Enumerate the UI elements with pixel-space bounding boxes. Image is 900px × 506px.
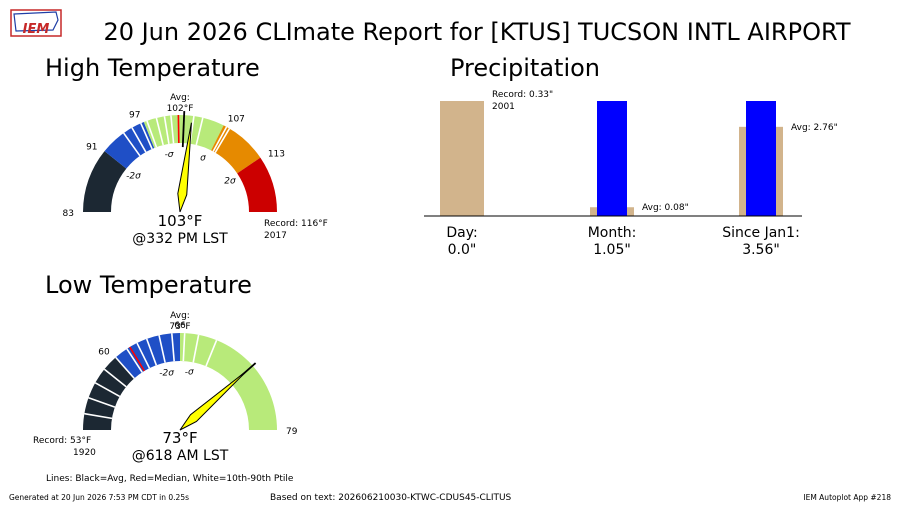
iowa-outline-icon <box>13 11 59 32</box>
low-ptile-line-2 <box>94 382 121 398</box>
low-sigma-label: -2σ <box>159 369 174 379</box>
logo-text: IEM <box>23 22 50 37</box>
high-ptile-line-0 <box>123 132 141 157</box>
footer-app: IEM Autoplot App #218 <box>803 493 891 502</box>
high-avg-line <box>181 111 186 148</box>
high-ptile-line-9 <box>212 126 228 152</box>
low-ptile-line-6 <box>136 342 151 369</box>
low-temp-record: Record: 53°F <box>33 436 91 446</box>
low-tick-label: 60 <box>98 348 110 358</box>
high-temp-needle <box>177 122 192 213</box>
high-ptile-line-5 <box>163 116 170 145</box>
precip-group-value-0: 0.0" <box>448 242 477 258</box>
legend-note: Lines: Black=Avg, Red=Median, White=10th… <box>46 474 294 484</box>
high-band-0 <box>83 151 127 212</box>
low-ptile-line-10 <box>182 333 186 362</box>
precip-record-bar-0 <box>440 101 484 216</box>
high-temp-value: 103°F <box>158 212 203 230</box>
high-tick-label: 97 <box>129 111 140 121</box>
high-sigma-label: -σ <box>165 150 174 160</box>
precip-avg-note-1: Avg: 0.08" <box>642 203 689 213</box>
low-ptile-line-7 <box>145 338 158 366</box>
high-temp-gauge: High Temperature 83 91 97 107 113 -2σ -σ σ 2σ A… <box>45 54 328 247</box>
iem-logo[interactable]: IEM <box>8 6 64 44</box>
high-ptile-line-6 <box>170 115 175 144</box>
low-ptile-line-4 <box>115 356 135 379</box>
precip-group-value-2: 3.56" <box>742 242 780 258</box>
low-temp-avg-label: Avg: <box>170 311 190 321</box>
high-ptile-line-10 <box>214 128 231 154</box>
high-sigma-label: σ <box>200 154 206 164</box>
precip-title: Precipitation <box>450 54 600 82</box>
low-temp-gauge: Low Temperature 60 66 79 -2σ -σ Avg: 73°F 7… <box>33 271 298 464</box>
footer-based-on: Based on text: 202606210030-KTWC-CDUS45-… <box>270 493 512 503</box>
high-ptile-line-1 <box>131 127 147 153</box>
page-title: 20 Jun 2026 CLImate Report for [KTUS] TU… <box>103 18 850 46</box>
precip-obs-bar-1 <box>597 101 627 216</box>
low-ptile-line-9 <box>171 333 175 362</box>
high-ptile-line-3 <box>146 120 158 148</box>
low-ptile-line-3 <box>103 368 127 388</box>
high-band-4 <box>237 157 277 212</box>
low-band-0 <box>83 357 135 430</box>
high-sigma-label: 2σ <box>224 177 236 187</box>
high-temp-avg-value: 102°F <box>167 104 194 114</box>
high-temp-title: High Temperature <box>45 54 260 82</box>
precip-avg-note-2: Avg: 2.76" <box>791 123 838 133</box>
precip-chart: Precipitation Day:0.0" Record: 0.33" 2001 M… <box>424 54 838 258</box>
high-ptile-line-2 <box>140 122 153 150</box>
high-temp-record: Record: 116°F <box>264 219 328 229</box>
precip-obs-bar-2 <box>746 101 776 216</box>
precip-group-value-1: 1.05" <box>593 242 631 258</box>
high-ptile-line-8 <box>195 117 204 146</box>
low-sigma-label: -σ <box>185 368 194 378</box>
high-temp-record-year: 2017 <box>264 231 287 241</box>
low-temp-title: Low Temperature <box>45 271 252 299</box>
low-temp-avg-value: 73°F <box>169 322 190 332</box>
high-ptile-line-4 <box>155 117 164 146</box>
low-ptile-line-11 <box>192 334 200 363</box>
low-ptile-line-12 <box>205 339 218 367</box>
high-sigma-label: -2σ <box>126 172 141 182</box>
low-ptile-line-8 <box>158 335 166 363</box>
low-temp-value: 73°F <box>162 429 197 447</box>
high-tick-label: 107 <box>228 114 245 124</box>
precip-record-year-0: 2001 <box>492 102 515 112</box>
low-median-line <box>129 346 145 372</box>
precip-record-note-0: Record: 0.33" <box>492 90 553 100</box>
low-tick-label: 66 <box>174 321 186 331</box>
low-temp-time: @618 AM LST <box>132 448 229 464</box>
high-tick-label: 83 <box>63 209 74 219</box>
high-temp-time: @332 PM LST <box>132 231 228 247</box>
high-tick-label: 113 <box>268 150 285 160</box>
precip-group-label-2: Since Jan1: <box>722 225 800 241</box>
precip-group-label-1: Month: <box>588 225 637 241</box>
low-band-2 <box>180 333 277 430</box>
low-ptile-line-1 <box>88 397 116 408</box>
low-tick-label: 79 <box>286 427 298 437</box>
low-band-1 <box>115 333 180 379</box>
precip-group-label-0: Day: <box>446 225 477 241</box>
high-tick-label: 91 <box>86 142 97 152</box>
high-band-1 <box>104 121 155 169</box>
footer-generated: Generated at 20 Jun 2026 7:53 PM CDT in … <box>9 493 189 502</box>
low-temp-needle <box>179 369 248 431</box>
low-temp-record-year: 1920 <box>73 448 96 458</box>
low-ptile-line-5 <box>126 348 143 373</box>
low-ptile-line-0 <box>84 412 113 420</box>
high-temp-avg-label: Avg: <box>170 93 190 103</box>
